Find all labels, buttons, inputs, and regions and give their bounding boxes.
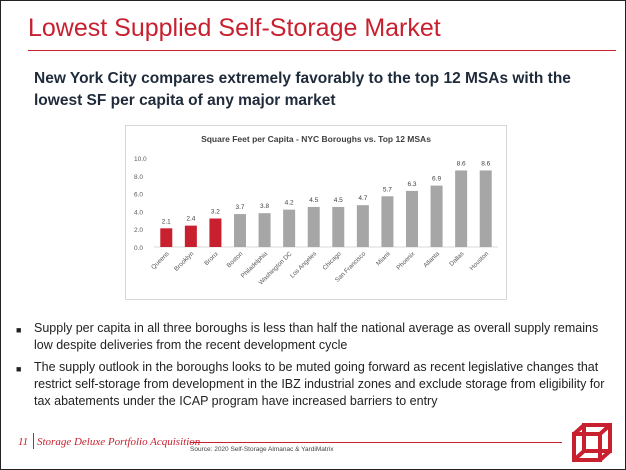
bullet-square-icon: ■: [16, 364, 22, 374]
source-note: Source: 2020 Self-Storage Almanac & Yard…: [190, 446, 334, 453]
bullet-item: ■ Supply per capita in all three boroughs…: [16, 320, 606, 354]
bar-houston: [479, 170, 492, 247]
data-label: 4.7: [358, 195, 367, 202]
data-label: 2.4: [186, 216, 195, 223]
data-label: 4.5: [309, 197, 318, 204]
title-divider: [28, 50, 616, 51]
chart-title: Square Feet per Capita - NYC Boroughs vs…: [201, 134, 431, 144]
bar-philadelphia: [258, 213, 271, 247]
x-tick-label: Chicago: [321, 250, 343, 272]
footer-title: Storage Deluxe Portfolio Acquisition: [37, 436, 201, 448]
x-tick-label: Los Angeles: [289, 250, 318, 279]
x-tick-label: Brooklyn: [173, 250, 196, 273]
data-label: 3.7: [235, 204, 244, 211]
data-label: 3.2: [211, 209, 220, 216]
bar-chicago: [332, 206, 345, 247]
data-label: 6.9: [432, 176, 441, 183]
bar-queens: [160, 228, 173, 247]
data-label: 4.5: [334, 197, 343, 204]
x-tick-label: Dallas: [448, 250, 465, 267]
x-tick-label: Miami: [375, 250, 392, 267]
bullet-list: ■ Supply per capita in all three boroughs…: [16, 320, 606, 415]
x-tick-label: Phoenix: [395, 250, 417, 272]
x-tick-label: Boston: [226, 250, 245, 269]
footer-divider: [190, 442, 562, 443]
bar-atlanta: [430, 185, 443, 247]
bar-phoenix: [406, 190, 418, 247]
x-tick-label: Queens: [150, 250, 171, 271]
bar-chart: Square Feet per Capita - NYC Boroughs vs…: [134, 134, 498, 286]
slide-title: Lowest Supplied Self-Storage Market: [28, 14, 441, 42]
x-tick-label: Bronx: [203, 250, 220, 267]
bar-brooklyn: [184, 225, 197, 247]
data-label: 4.2: [285, 200, 294, 207]
data-label: 3.8: [260, 203, 269, 210]
bar-boston: [234, 214, 246, 247]
bar-san-francisco: [356, 205, 369, 247]
data-label: 6.3: [407, 181, 416, 188]
data-label: 2.1: [162, 218, 171, 225]
bar-washington-dc: [283, 209, 296, 247]
x-tick-label: Atlanta: [422, 250, 441, 269]
y-tick-label: 4.0: [134, 209, 143, 216]
bullet-item: ■ The supply outlook in the boroughs look…: [16, 359, 606, 410]
y-tick-label: 8.0: [134, 174, 143, 181]
footer-separator: [33, 433, 34, 449]
cube-logo-icon: [572, 423, 612, 462]
bar-dallas: [455, 170, 468, 247]
data-label: 8.6: [457, 160, 466, 167]
bullet-square-icon: ■: [16, 325, 22, 335]
bullet-text: Supply per capita in all three boroughs …: [34, 321, 599, 352]
bullet-text: The supply outlook in the boroughs looks…: [34, 360, 605, 408]
data-label: 5.7: [383, 186, 392, 193]
bar-miami: [381, 196, 394, 247]
data-label: 8.6: [481, 160, 490, 167]
bar-los-angeles: [307, 206, 320, 247]
x-tick-label: Houston: [469, 250, 491, 272]
y-tick-label: 6.0: [134, 192, 143, 199]
chart-container: Square Feet per Capita - NYC Boroughs vs…: [125, 125, 507, 300]
y-tick-label: 2.0: [134, 227, 143, 234]
y-tick-label: 10.0: [134, 156, 147, 163]
page-number: 11: [18, 436, 29, 448]
y-tick-label: 0.0: [134, 245, 143, 252]
slide-subtitle: New York City compares extremely favorab…: [34, 70, 571, 109]
bar-bronx: [209, 218, 222, 247]
